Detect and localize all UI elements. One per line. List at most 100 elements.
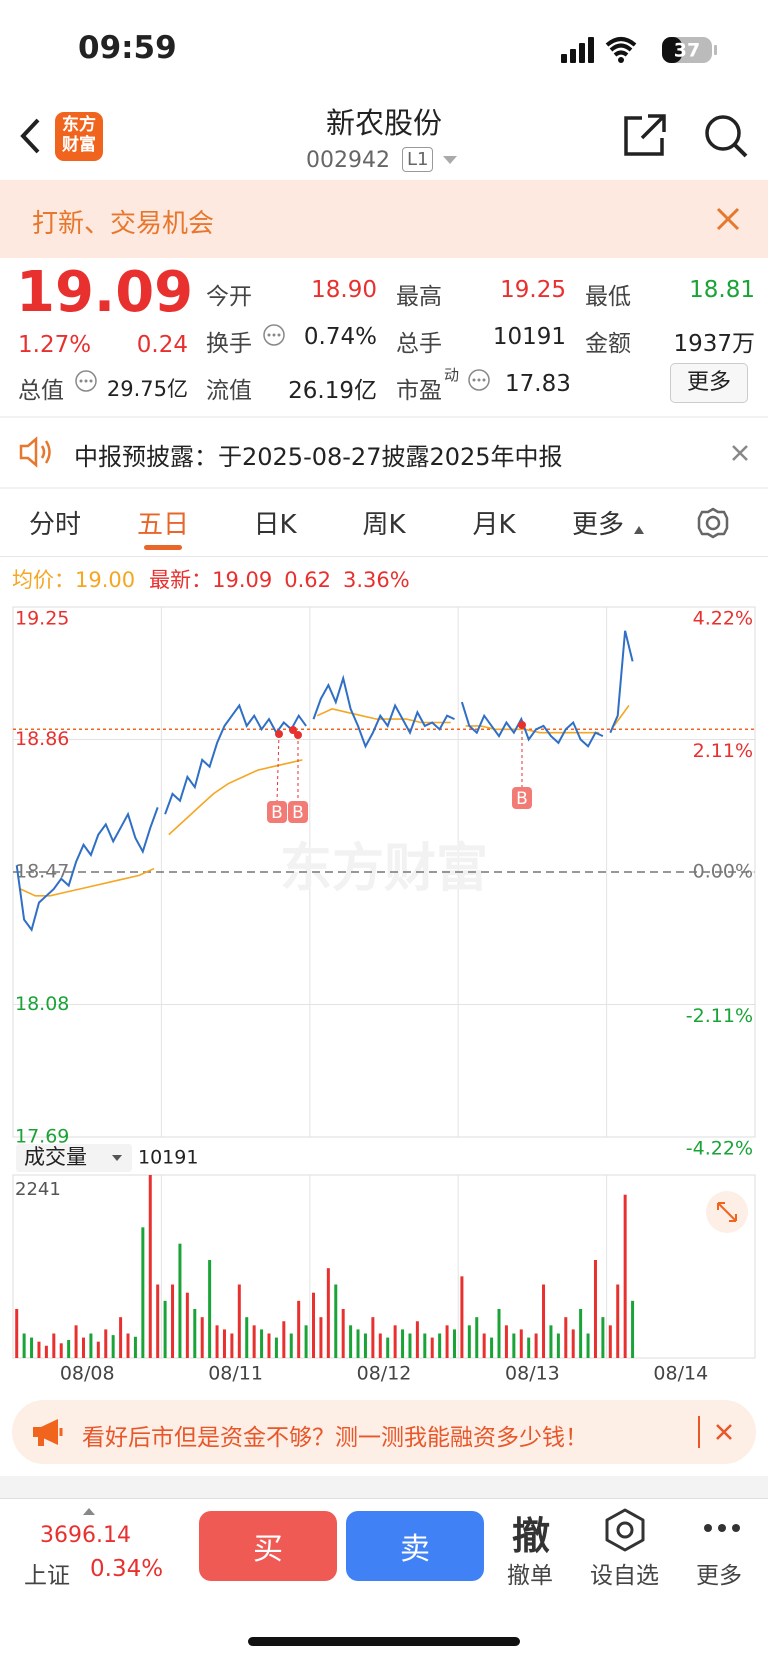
volume-bar (452, 1329, 456, 1358)
back-button[interactable] (18, 116, 42, 156)
volume-bar (289, 1333, 293, 1358)
info-icon[interactable] (74, 369, 98, 393)
price-line (312, 674, 455, 749)
volume-bar (141, 1227, 145, 1358)
y-tick-label: 18.47 (15, 861, 69, 883)
field-label: 总手 (396, 331, 442, 357)
volume-frame (12, 1174, 756, 1359)
volume-bar (386, 1337, 390, 1358)
volume-bar (363, 1333, 367, 1358)
volume-bar (119, 1317, 123, 1358)
expand-arrow[interactable] (82, 1506, 96, 1516)
volume-bar (148, 1175, 152, 1358)
field-value: 26.19亿 (288, 378, 377, 404)
close-ad[interactable] (715, 1423, 733, 1441)
volume-bar (393, 1325, 397, 1358)
more-button[interactable]: 更多 (670, 363, 748, 403)
tab[interactable]: 周K (362, 510, 406, 540)
volume-bar (415, 1321, 419, 1358)
volume-bar (512, 1333, 516, 1358)
volume-bar (52, 1333, 56, 1358)
legend-item: 最新： (149, 568, 212, 592)
tab[interactable]: 更多 (571, 510, 624, 540)
level-badge[interactable]: L1 (402, 147, 434, 172)
settings-button[interactable] (696, 506, 730, 540)
index-pct[interactable]: 0.34% (90, 1556, 164, 1582)
volume-bar (475, 1317, 479, 1358)
megaphone-icon (33, 1419, 63, 1446)
index-value[interactable]: 3696.14 (40, 1523, 131, 1548)
more-label[interactable]: 更多 (696, 1563, 742, 1589)
info-icon[interactable] (467, 368, 491, 392)
share-button[interactable] (620, 112, 668, 160)
promo-banner[interactable] (0, 180, 768, 258)
tab[interactable]: 月K (472, 510, 516, 540)
x-tick-label: 08/14 (653, 1363, 708, 1385)
watch-icon[interactable] (604, 1508, 646, 1552)
legend-item: 0.62 (284, 568, 331, 592)
separator (698, 1416, 700, 1448)
close-banner[interactable] (716, 207, 740, 231)
price-line (168, 759, 303, 836)
volume-bar (22, 1333, 26, 1358)
y2-tick-label: -2.11% (686, 1005, 753, 1027)
logo-line: 财富 (62, 135, 96, 155)
more-icon[interactable] (702, 1522, 742, 1534)
volume-bar (59, 1343, 63, 1358)
trade-dot (294, 731, 302, 739)
trade-dot (518, 721, 526, 729)
spacer (0, 1476, 768, 1498)
volume-bar (163, 1300, 167, 1358)
close-notice[interactable] (731, 444, 749, 462)
divider (0, 1498, 768, 1499)
volume-bar (542, 1284, 546, 1358)
field-value: 10191 (492, 324, 566, 350)
volume-bar (193, 1309, 197, 1358)
notice-text[interactable]: 中报预披露：于2025-08-27披露2025年中报 (74, 443, 563, 471)
field-value: 18.90 (311, 277, 377, 303)
ad-banner[interactable] (12, 1400, 756, 1464)
tab[interactable]: 日K (253, 510, 297, 540)
volume-bar (185, 1292, 189, 1358)
volume-bar (438, 1333, 442, 1358)
info-icon[interactable] (262, 323, 286, 347)
price-line (609, 630, 634, 734)
volume-bar (497, 1309, 501, 1358)
search-button[interactable] (702, 112, 750, 160)
field-value: 18.81 (689, 277, 755, 303)
tab-underline (144, 545, 182, 550)
volume-bar (326, 1268, 330, 1358)
cancel-label[interactable]: 撤单 (507, 1563, 553, 1589)
buy-button[interactable]: 买 (199, 1511, 337, 1581)
tab[interactable]: 分时 (28, 510, 81, 540)
ad-text[interactable]: 看好后市但是资金不够？测一测我能融资多少钱！ (82, 1425, 588, 1451)
y2-tick-label: 0.00% (693, 861, 753, 883)
tab[interactable]: 五日 (136, 510, 189, 540)
trade-badge (512, 787, 532, 809)
banner-text[interactable]: 打新、交易机会 (32, 209, 215, 239)
volume-bar (200, 1317, 204, 1358)
field-sup: 动 (444, 366, 460, 384)
dropdown-arrow[interactable] (442, 154, 458, 166)
watch-label[interactable]: 设自选 (590, 1563, 659, 1589)
volume-bar (104, 1329, 108, 1358)
volume-bar (608, 1325, 612, 1358)
field-label: 总值 (18, 378, 64, 404)
volume-bar (601, 1317, 605, 1358)
trade-label: B (516, 789, 528, 809)
trade-dot (289, 726, 297, 734)
index-name[interactable]: 上证 (24, 1563, 70, 1589)
field-value: 17.83 (505, 371, 571, 397)
price-line (164, 703, 307, 815)
volume-bar (245, 1317, 249, 1358)
legend: 均价：19.00 最新：19.09 0.62 3.36% (12, 568, 410, 592)
volume-bar (586, 1333, 590, 1358)
volume-bar (571, 1329, 575, 1358)
volume-bar (30, 1337, 34, 1358)
cancel-icon[interactable]: 撤 (512, 1514, 551, 1558)
sell-button[interactable]: 卖 (346, 1511, 484, 1581)
y2-tick-label: 2.11% (693, 740, 753, 762)
x-tick-label: 08/13 (505, 1363, 560, 1385)
volume-bar (430, 1337, 434, 1358)
battery-level: 37 (674, 40, 700, 62)
